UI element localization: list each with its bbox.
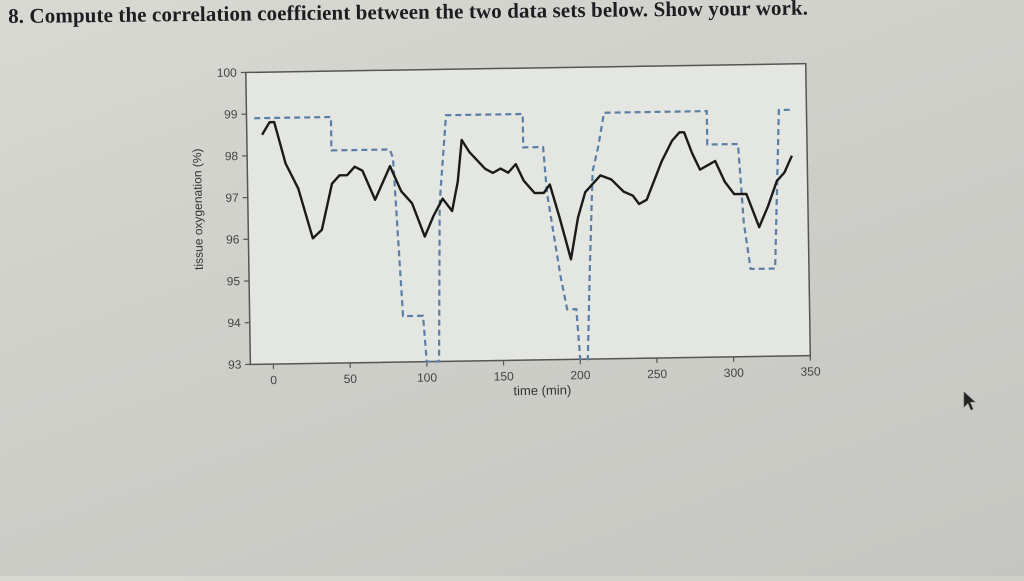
y-tick-label: 97 xyxy=(225,191,239,205)
y-tick-label: 98 xyxy=(225,149,239,163)
y-tick-label: 94 xyxy=(227,316,241,330)
y-axis-label: tissue oxygenation (%) xyxy=(190,148,206,270)
mouse-cursor-icon xyxy=(962,390,978,417)
x-axis-label: time (min) xyxy=(513,382,571,398)
y-tick-label: 100 xyxy=(217,66,238,80)
x-tick-label: 100 xyxy=(417,370,438,384)
x-tick-label: 0 xyxy=(270,373,277,387)
y-tick-label: 96 xyxy=(226,232,240,246)
y-axis: 93 94 95 96 97 98 99 100 xyxy=(217,65,251,371)
y-tick-label: 93 xyxy=(228,358,242,372)
plot-area xyxy=(246,64,811,365)
x-tick-label: 300 xyxy=(724,366,745,380)
x-tick-label: 50 xyxy=(344,372,358,386)
x-tick-label: 250 xyxy=(647,367,668,381)
x-tick-label: 350 xyxy=(800,364,821,378)
x-tick-label: 150 xyxy=(494,369,515,383)
y-tick-label: 95 xyxy=(227,274,241,288)
x-tick-label: 200 xyxy=(570,368,591,382)
y-tick-label: 99 xyxy=(224,107,238,121)
